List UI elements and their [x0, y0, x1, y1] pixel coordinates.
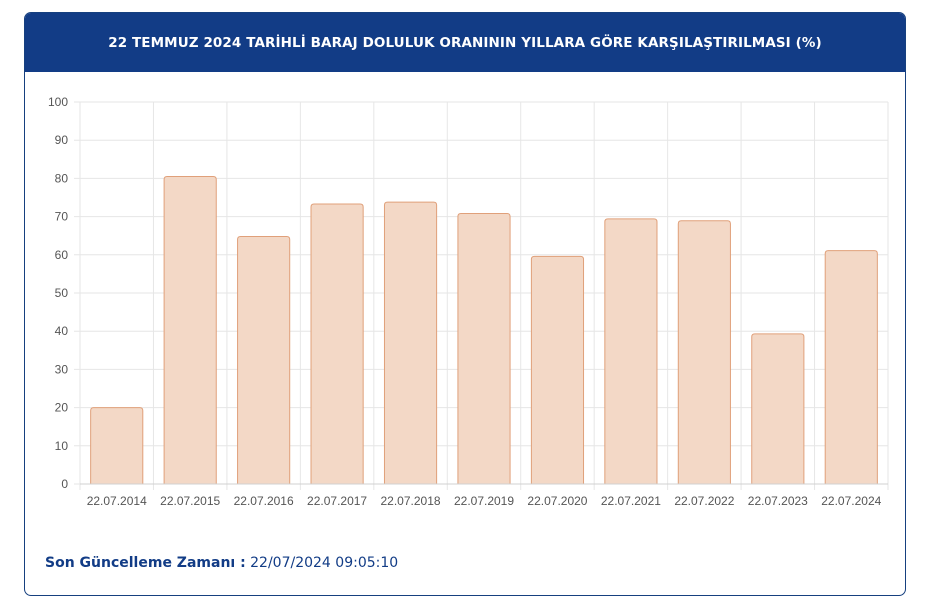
x-tick-label: 22.07.2017: [307, 494, 367, 508]
chart-card: 22 TEMMUZ 2024 TARİHLİ BARAJ DOLULUK ORA…: [24, 12, 906, 596]
y-tick-label: 70: [55, 210, 69, 224]
y-tick-label: 50: [55, 286, 69, 300]
bar: [604, 218, 658, 484]
x-tick-label: 22.07.2019: [454, 494, 514, 508]
bar: [677, 220, 731, 484]
bar: [90, 407, 144, 484]
bar: [163, 175, 217, 484]
y-tick-label: 80: [55, 171, 69, 185]
x-tick-label: 22.07.2015: [160, 494, 220, 508]
y-tick-label: 90: [55, 133, 69, 147]
y-tick-label: 20: [55, 401, 69, 415]
y-tick-label: 0: [61, 477, 68, 491]
y-tick-label: 40: [55, 324, 69, 338]
bar: [237, 235, 291, 484]
bar: [530, 255, 585, 484]
x-tick-label: 22.07.2016: [234, 494, 294, 508]
last-updated-label: Son Güncelleme Zamanı :: [45, 555, 246, 571]
y-tick-label: 10: [55, 439, 69, 453]
x-tick-label: 22.07.2023: [748, 494, 808, 508]
y-tick-label: 30: [55, 362, 69, 376]
x-tick-label: 22.07.2014: [87, 494, 147, 508]
bar: [824, 250, 878, 484]
bar-chart: 0 10 20 30 40 50 60 70 80 90 100 22.07.2014 22.07.20…: [48, 95, 889, 508]
card-header: 22 TEMMUZ 2024 TARİHLİ BARAJ DOLULUK ORA…: [25, 13, 905, 72]
bar: [383, 201, 438, 484]
y-tick-label: 60: [55, 248, 69, 262]
x-tick-label: 22.07.2024: [821, 494, 881, 508]
x-tick-label: 22.07.2020: [527, 494, 587, 508]
chart-area: 0 10 20 30 40 50 60 70 80 90 100 22.07.2014 22.07.20…: [25, 72, 905, 532]
y-tick-label: 100: [48, 95, 68, 109]
last-updated-value: 22/07/2024 09:05:10: [250, 555, 399, 571]
bar: [751, 333, 805, 484]
chart-title: 22 TEMMUZ 2024 TARİHLİ BARAJ DOLULUK ORA…: [108, 34, 822, 51]
bar: [310, 203, 364, 484]
bar: [457, 213, 511, 484]
x-tick-label: 22.07.2022: [674, 494, 734, 508]
x-tick-label: 22.07.2021: [601, 494, 661, 508]
x-tick-label: 22.07.2018: [381, 494, 441, 508]
last-updated: Son Güncelleme Zamanı : 22/07/2024 09:05…: [45, 555, 398, 571]
